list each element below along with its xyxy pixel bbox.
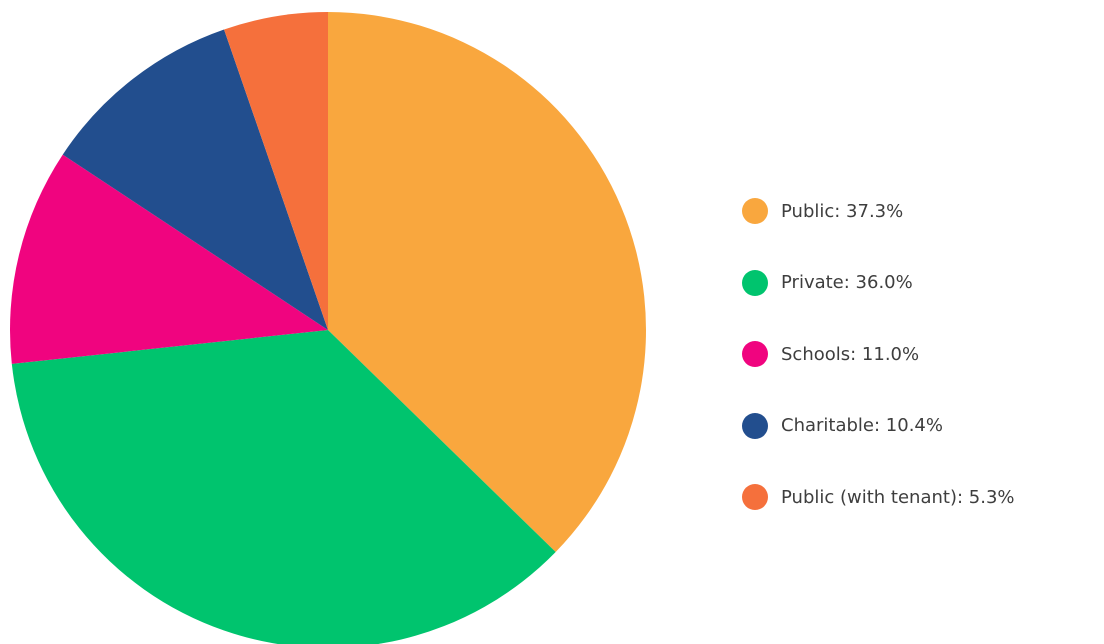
pie-chart (9, 11, 647, 644)
legend-swatch-private (742, 269, 768, 296)
legend-item-public-with-tenant: Public (with tenant): 5.3% (742, 478, 1102, 516)
pie-slice-public (328, 11, 647, 553)
legend-swatch-schools (742, 341, 768, 367)
legend-swatch-charitable (742, 412, 768, 439)
pie-slice-public-with-tenant (224, 11, 328, 330)
chart-legend: Public: 37.3% Private: 36.0% Schools: 11… (742, 192, 1102, 550)
legend-label-public-with-tenant: Public (with tenant): 5.3% (781, 486, 1015, 508)
legend-item-charitable: Charitable: 10.4% (742, 407, 1102, 445)
pie-slice-charitable (62, 29, 328, 330)
pie-slice-schools (9, 154, 329, 364)
legend-label-schools: Schools: 11.0% (781, 343, 920, 365)
legend-label-public: Public: 37.3% (781, 200, 904, 222)
legend-item-private: Private: 36.0% (742, 264, 1102, 302)
legend-swatch-public (742, 198, 768, 224)
legend-swatch-public-with-tenant (742, 484, 768, 510)
legend-label-private: Private: 36.0% (781, 272, 913, 293)
legend-label-charitable: Charitable: 10.4% (781, 415, 943, 436)
pie-slice-private (11, 330, 556, 644)
legend-item-public: Public: 37.3% (742, 192, 1102, 230)
legend-item-schools: Schools: 11.0% (742, 335, 1102, 373)
